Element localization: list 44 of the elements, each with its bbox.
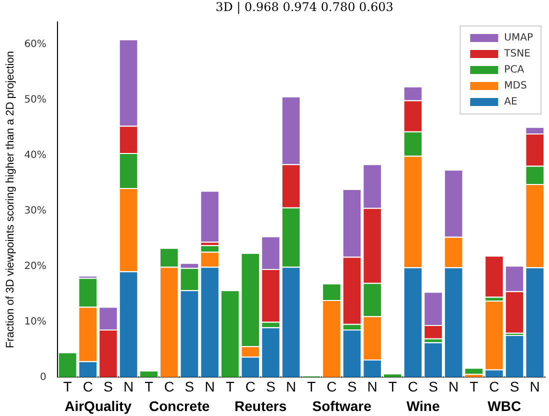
legend-label: MDS xyxy=(504,80,527,92)
text: WBC xyxy=(488,398,522,414)
x-tick-label: S xyxy=(428,378,438,394)
text: Concrete xyxy=(148,398,210,414)
x-tick-label: C xyxy=(408,378,418,394)
text: AirQuality xyxy=(64,398,132,414)
x-tick-label: C xyxy=(82,378,93,394)
x-tick-label: S xyxy=(347,378,357,394)
x-tick-label: S xyxy=(184,378,194,394)
y-tick-label: 50% xyxy=(24,94,46,106)
text: 3D | 0.968 0.974 0.780 0.603 xyxy=(216,0,394,14)
x-tick-label: N xyxy=(123,378,134,394)
x-tick-label: N xyxy=(204,378,215,394)
x-tick-label: N xyxy=(448,378,459,394)
x-tick-label: C xyxy=(489,378,500,394)
x-tick-label: T xyxy=(388,378,398,394)
y-tick-label: 40% xyxy=(24,150,46,161)
y-tick-label: 0 xyxy=(40,372,46,383)
x-tick-label: S xyxy=(104,378,113,394)
x-tick-label: T xyxy=(470,378,479,394)
x-tick-label: C xyxy=(326,378,337,394)
x-tick-label: N xyxy=(530,378,540,394)
x-tick-label: S xyxy=(266,378,276,394)
text: Reuters xyxy=(234,398,287,414)
y-tick-label: 60% xyxy=(24,38,46,50)
x-tick-label: T xyxy=(63,378,72,394)
y-tick-label: 20% xyxy=(24,260,46,272)
x-tick-label: N xyxy=(286,378,296,394)
legend-label: PCA xyxy=(504,64,524,76)
x-tick-label: C xyxy=(245,378,256,394)
legend-label: UMAP xyxy=(504,32,534,44)
x-tick-label: T xyxy=(144,378,154,394)
y-tick-label: 10% xyxy=(24,316,46,328)
x-tick-label: N xyxy=(367,378,378,394)
x-tick-label: T xyxy=(226,378,235,394)
y-axis-title: Fraction of 3D viewpoints scoring higher than a 2D projection xyxy=(4,51,17,348)
text: Software xyxy=(312,398,372,414)
x-tick-label: C xyxy=(164,378,174,394)
x-tick-label: T xyxy=(307,378,316,394)
y-tick-label: 30% xyxy=(24,205,46,216)
text: Wine xyxy=(406,398,440,414)
legend-label: AE xyxy=(504,96,518,108)
legend-label: TSNE xyxy=(503,48,530,60)
x-tick-label: S xyxy=(510,378,520,394)
